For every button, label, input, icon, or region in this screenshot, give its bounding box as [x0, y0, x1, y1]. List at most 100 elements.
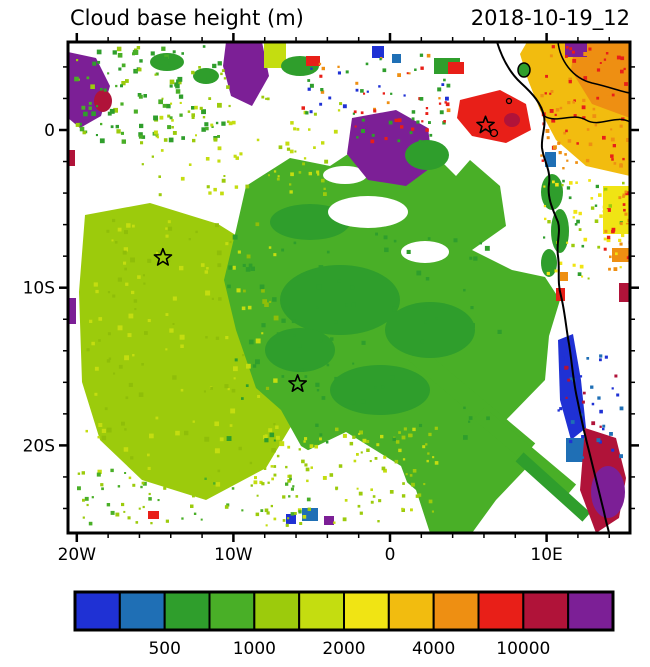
- field-speckle: [117, 53, 123, 58]
- chart-title: Cloud base height (m): [70, 6, 304, 30]
- field-speckle: [618, 196, 622, 200]
- field-speckle: [265, 97, 268, 100]
- field-speckle: [616, 393, 620, 397]
- field-speckle: [164, 56, 169, 61]
- star-marker: [153, 247, 173, 266]
- field-speckle: [356, 453, 359, 456]
- field-speckle: [355, 81, 359, 85]
- field-speckle: [549, 109, 554, 113]
- field-speckle: [295, 495, 299, 498]
- field-speckle: [410, 508, 413, 512]
- field-speckle: [234, 185, 239, 189]
- field-speckle: [116, 129, 121, 134]
- field-speckle: [137, 275, 141, 279]
- field-speckle: [342, 433, 347, 438]
- field-speckle: [143, 94, 147, 98]
- colorbar-label: 4000: [412, 639, 455, 659]
- field-speckle: [91, 341, 95, 346]
- field-speckle: [575, 161, 578, 164]
- field-speckle: [415, 494, 420, 498]
- field-speckle: [172, 323, 175, 325]
- field-speckle: [574, 412, 578, 415]
- field-speckle: [161, 46, 166, 51]
- field-blob: [68, 298, 76, 324]
- field-speckle: [315, 382, 320, 387]
- field-speckle: [231, 265, 236, 270]
- field-speckle: [611, 387, 614, 390]
- field-speckle: [140, 141, 144, 145]
- field-speckle: [101, 435, 107, 441]
- field-speckle: [383, 468, 387, 473]
- field-speckle: [227, 284, 231, 289]
- field-speckle: [88, 106, 92, 110]
- field-speckle: [177, 76, 183, 82]
- star-marker: [288, 374, 307, 392]
- field-speckle: [180, 176, 185, 181]
- field-speckle: [569, 181, 573, 185]
- field-speckle: [168, 226, 173, 231]
- field-speckle: [266, 511, 270, 515]
- field-speckle: [306, 479, 309, 483]
- field-speckle: [620, 69, 624, 74]
- field-speckle: [306, 497, 311, 502]
- field-speckle: [418, 139, 422, 143]
- field-speckle: [549, 54, 553, 58]
- field-speckle: [167, 220, 171, 224]
- field-speckle: [546, 136, 550, 140]
- field-speckle: [264, 508, 269, 513]
- colorbar-border: [73, 590, 615, 632]
- field-speckle: [422, 445, 426, 449]
- field-speckle: [582, 98, 586, 102]
- field-blob: [541, 249, 557, 277]
- field-speckle: [281, 248, 285, 252]
- field-speckle: [116, 46, 122, 52]
- field-speckle: [141, 135, 146, 139]
- field-speckle: [290, 512, 295, 516]
- field-speckle: [378, 499, 382, 503]
- field-speckle: [241, 509, 244, 512]
- field-speckle: [139, 59, 143, 63]
- field-speckle: [370, 139, 375, 144]
- field-speckle: [443, 78, 446, 82]
- field-speckle: [620, 56, 625, 61]
- field-blob: [264, 42, 286, 68]
- field-speckle: [566, 241, 569, 244]
- field-speckle: [156, 250, 161, 255]
- field-speckle: [622, 195, 625, 198]
- field-speckle: [613, 267, 618, 271]
- field-speckle: [401, 507, 404, 511]
- field-blob: [385, 302, 475, 358]
- field-speckle: [616, 80, 620, 85]
- field-speckle: [402, 458, 406, 461]
- field-speckle: [107, 111, 112, 116]
- field-speckle: [141, 481, 145, 485]
- field-speckle: [90, 84, 95, 89]
- field-speckle: [577, 272, 582, 276]
- field-blob: [68, 150, 75, 166]
- field-speckle: [590, 197, 594, 200]
- field-speckle: [100, 87, 103, 91]
- field-speckle: [434, 426, 438, 430]
- field-speckle: [393, 239, 397, 243]
- field-speckle: [547, 220, 551, 224]
- field-speckle: [445, 102, 450, 107]
- field-speckle: [259, 480, 263, 484]
- field-speckle: [486, 416, 490, 421]
- field-speckle: [349, 441, 354, 446]
- field-speckle: [305, 467, 310, 472]
- field-speckle: [165, 234, 169, 238]
- field-speckle: [357, 504, 361, 508]
- field-speckle: [419, 97, 424, 101]
- field-speckle: [326, 250, 330, 254]
- field-speckle: [297, 343, 302, 348]
- field-speckle: [590, 385, 594, 389]
- field-speckle: [383, 235, 388, 240]
- field-blob: [448, 62, 464, 74]
- field-speckle: [579, 375, 583, 378]
- field-speckle: [158, 193, 162, 197]
- field-speckle: [123, 447, 129, 452]
- field-speckle: [236, 288, 241, 293]
- field-speckle: [104, 407, 108, 411]
- field-speckle: [585, 71, 589, 76]
- field-speckle: [308, 171, 312, 176]
